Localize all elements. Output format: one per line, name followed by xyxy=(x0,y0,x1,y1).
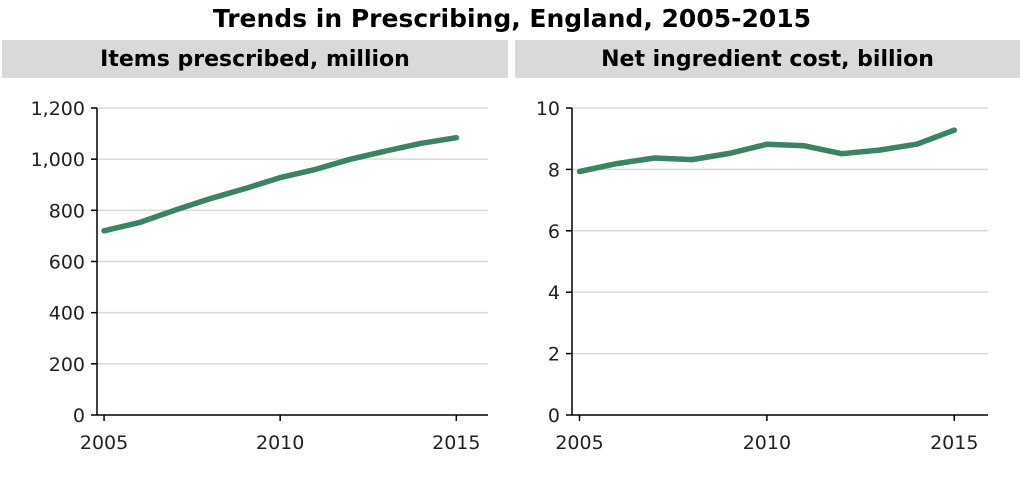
cost-ytick-label: 8 xyxy=(548,159,560,181)
panel-title-cost: Net ingredient cost, billion xyxy=(515,40,1020,78)
items-ytick-label: 400 xyxy=(49,303,85,325)
items-ytick-label: 800 xyxy=(49,200,85,222)
chart-title: Trends in Prescribing, England, 2005-201… xyxy=(212,4,812,33)
items-xtick-label: 2015 xyxy=(432,432,480,454)
cost-ytick-label: 6 xyxy=(548,221,560,243)
items-series-line xyxy=(101,134,460,234)
cost-ytick-label: 2 xyxy=(548,344,560,366)
cost-xtick-label: 2005 xyxy=(555,432,603,454)
items-ytick-label: 200 xyxy=(49,354,85,376)
items-ytick-label: 600 xyxy=(49,252,85,274)
cost-ytick-label: 0 xyxy=(548,405,560,427)
cost-ytick-label: 4 xyxy=(548,282,560,304)
cost-series-line xyxy=(576,127,958,175)
items-ytick-label: 0 xyxy=(73,405,85,427)
cost-xtick-label: 2010 xyxy=(743,432,791,454)
items-ytick-label: 1,000 xyxy=(31,149,85,171)
items-xtick-label: 2005 xyxy=(80,432,128,454)
items-xtick-label: 2010 xyxy=(256,432,304,454)
cost-ytick-label: 10 xyxy=(536,98,560,120)
items-ytick-label: 1,200 xyxy=(31,98,85,120)
cost-xtick-label: 2015 xyxy=(930,432,978,454)
panel-title-items: Items prescribed, million xyxy=(2,40,508,78)
